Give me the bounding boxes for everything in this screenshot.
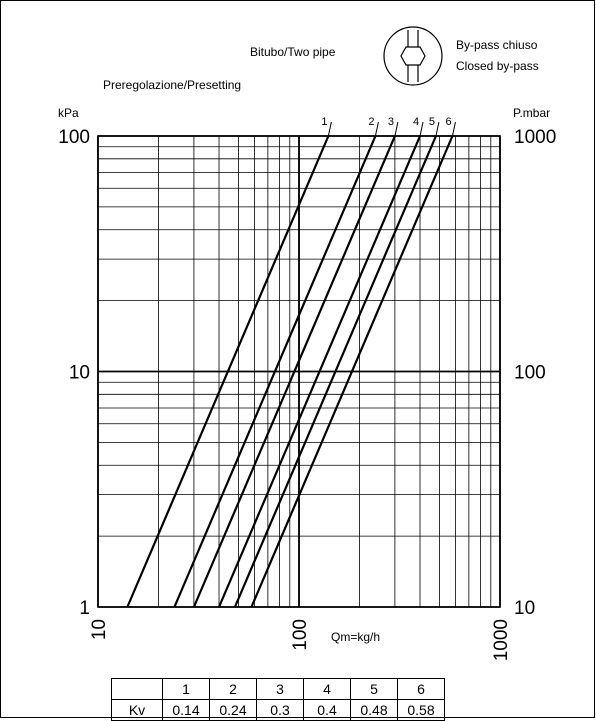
kv-table-corner [111, 678, 163, 700]
series-line-3 [192, 135, 396, 608]
kv-header-1: 1 [162, 678, 210, 700]
y-tick-right-label: 1000 [514, 127, 556, 148]
kv-value-3: 0.3 [256, 699, 304, 721]
kv-value-4: 0.4 [303, 699, 351, 721]
kv-header-3: 3 [256, 678, 304, 700]
x-tick-label: 100 [290, 619, 311, 651]
series-label-3: 3 [388, 116, 394, 128]
two-pipe-label: Bitubo/Two pipe [250, 45, 336, 59]
chart-svg: Bitubo/Two pipe By-pass chiuso Closed by… [58, 26, 556, 661]
bypass-label-en: Closed by-pass [456, 59, 539, 73]
y-axis-left-label: kPa [58, 106, 79, 120]
kv-header-6: 6 [397, 678, 445, 700]
kv-table: 1 2 3 4 5 6 Kv 0.14 0.24 0.3 0.4 0.48 0.… [111, 678, 445, 721]
kv-table-header-row: 1 2 3 4 5 6 [111, 678, 445, 700]
chart-grid [97, 135, 501, 608]
series-leader-1 [327, 121, 332, 137]
y-tick-left-label: 1 [79, 598, 90, 619]
series-line-5 [233, 135, 437, 608]
y-tick-left-label: 100 [58, 127, 90, 148]
kv-value-1: 0.14 [162, 699, 210, 721]
kv-header-5: 5 [350, 678, 398, 700]
kv-header-4: 4 [303, 678, 351, 700]
y-tick-right-label: 100 [514, 363, 546, 384]
series-leader-3 [394, 121, 399, 137]
plot-frame [97, 135, 501, 608]
kv-table-values-row: Kv 0.14 0.24 0.3 0.4 0.48 0.58 [111, 699, 445, 721]
x-axis-label: Qm=kg/h [331, 630, 380, 644]
series-leader-4 [419, 121, 424, 137]
y-tick-right-label: 10 [514, 598, 535, 619]
x-tick-label: 1000 [491, 619, 512, 661]
series-leader-5 [435, 121, 440, 137]
kv-row-label: Kv [111, 699, 163, 721]
series-label-4: 4 [413, 116, 419, 128]
y-axis-right-label: P.mbar [513, 106, 550, 120]
series-line-4 [218, 135, 422, 608]
kv-value-5: 0.48 [350, 699, 398, 721]
y-tick-left-label: 10 [69, 363, 90, 384]
series-label-1: 1 [321, 116, 327, 128]
series-label-5: 5 [429, 116, 435, 128]
presetting-label: Preregolazione/Presetting [103, 78, 241, 92]
series-leader-6 [451, 121, 456, 137]
kv-header-2: 2 [209, 678, 257, 700]
x-tick-label: 10 [89, 619, 110, 640]
series-label-2: 2 [368, 116, 374, 128]
kv-value-6: 0.58 [397, 699, 445, 721]
series-line-6 [250, 135, 454, 608]
series-label-6: 6 [445, 116, 451, 128]
series-leader-2 [374, 121, 379, 137]
series-line-1 [126, 135, 330, 608]
bypass-label-it: By-pass chiuso [456, 38, 538, 52]
bypass-valve-icon [383, 26, 443, 86]
kv-value-2: 0.24 [209, 699, 257, 721]
series-line-2 [173, 135, 377, 608]
